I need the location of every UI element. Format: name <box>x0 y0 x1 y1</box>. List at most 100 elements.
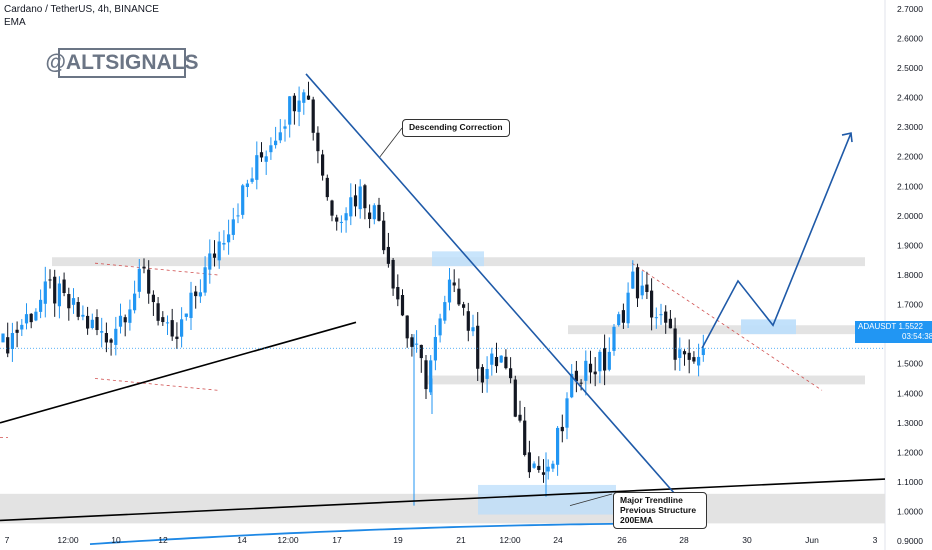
candle-body <box>556 427 560 465</box>
candle-body <box>546 466 550 472</box>
candle-body <box>128 309 132 323</box>
candle-body <box>57 283 61 307</box>
x-tick-label: 24 <box>553 535 563 545</box>
x-tick-label: 7 <box>5 535 10 545</box>
candle-body <box>701 348 705 356</box>
y-tick-label: 2.1000 <box>897 181 923 191</box>
candle-body <box>382 220 386 251</box>
candle-body <box>208 253 212 270</box>
candle-body <box>697 356 701 366</box>
y-tick-label: 1.5000 <box>897 359 923 369</box>
candle-body <box>391 259 395 289</box>
annotation-descending-correction[interactable]: Descending Correction <box>402 119 510 137</box>
y-tick-label: 0.9000 <box>897 536 923 546</box>
candle-body <box>142 266 146 269</box>
zone-gray-2 <box>427 375 865 385</box>
candle-body <box>452 282 456 286</box>
candle-body <box>443 302 447 321</box>
candle-body <box>344 213 348 221</box>
y-tick-label: 2.3000 <box>897 122 923 132</box>
candle-body <box>48 279 52 281</box>
candle-body <box>43 281 47 304</box>
zone-blue-breakout <box>432 251 484 267</box>
candle-body <box>462 304 466 308</box>
candle-body <box>438 318 442 336</box>
candle-body <box>598 351 602 372</box>
candle-body <box>180 319 184 337</box>
zone-blue-target <box>741 319 796 335</box>
candle-body <box>584 360 588 381</box>
candle-body <box>316 132 320 152</box>
candle-body <box>302 92 306 103</box>
candle-body <box>156 303 160 321</box>
candle-body <box>95 317 99 331</box>
candle-body <box>274 140 278 146</box>
y-tick-label: 2.5000 <box>897 63 923 73</box>
candle-body <box>175 336 179 339</box>
candle-body <box>400 294 405 316</box>
candle-body <box>368 212 372 219</box>
candle-body <box>1 333 5 343</box>
annotation-major-trendline[interactable]: Major Trendline Previous Structure 200EM… <box>613 492 707 530</box>
candle-body <box>339 221 343 223</box>
candle-body <box>518 414 522 421</box>
candle-body <box>222 242 226 245</box>
candle-body <box>635 267 640 299</box>
candle-body <box>20 324 24 330</box>
candle-body <box>480 367 484 383</box>
candle-body <box>687 352 691 360</box>
indicator-label: EMA <box>4 17 26 28</box>
candle-body <box>551 463 555 469</box>
candle-body <box>363 185 367 209</box>
x-tick-label: 30 <box>742 535 752 545</box>
annotation-line-1: Major Trendline <box>620 495 683 505</box>
candle-body <box>410 337 414 347</box>
candle-body <box>405 315 409 339</box>
candle-body <box>24 314 29 324</box>
candle-body <box>466 311 470 331</box>
y-tick-label: 1.7000 <box>897 300 923 310</box>
candle-body <box>570 373 574 398</box>
projection-arrowhead <box>841 132 853 143</box>
candle-body <box>574 370 578 382</box>
candle-body <box>15 329 19 333</box>
candle-body <box>659 314 663 316</box>
price-label-symbol: ADAUSDT <box>858 322 897 331</box>
candle-body <box>81 314 85 317</box>
major-trendline <box>0 478 886 522</box>
ema200-line <box>89 522 680 545</box>
candle-body <box>664 311 668 323</box>
x-tick-label: 10 <box>111 535 121 545</box>
candle-body <box>76 302 80 317</box>
candle-body <box>645 284 649 293</box>
ascending-trendline <box>0 321 357 424</box>
y-tick-label: 1.1000 <box>897 477 923 487</box>
candle-body <box>612 326 616 351</box>
x-tick-label: 12 <box>158 535 168 545</box>
candle-body <box>593 371 597 375</box>
candle-body <box>513 379 517 417</box>
candle-body <box>386 246 390 264</box>
annotation-descending-text: Descending Correction <box>409 122 503 132</box>
y-tick-label: 2.0000 <box>897 211 923 221</box>
y-tick-label: 2.2000 <box>897 152 923 162</box>
candle-body <box>231 219 235 235</box>
annotation-line-3: 200EMA <box>620 514 654 525</box>
candle-body <box>194 291 198 297</box>
candle-body <box>241 185 245 215</box>
price-label-countdown: 03:54:38 <box>902 332 932 341</box>
candle-body <box>509 368 513 379</box>
candle-body <box>109 339 113 343</box>
candle-body <box>86 315 90 329</box>
candle-body <box>588 363 593 373</box>
x-tick-label: 21 <box>456 535 466 545</box>
candle-body <box>424 360 428 390</box>
candle-body <box>34 311 38 321</box>
candles-group <box>1 81 705 483</box>
watermark-logo: @ALTSIGNALS <box>45 48 199 78</box>
candle-body <box>626 292 630 324</box>
candle-body <box>62 279 66 294</box>
candle-body <box>678 349 682 358</box>
